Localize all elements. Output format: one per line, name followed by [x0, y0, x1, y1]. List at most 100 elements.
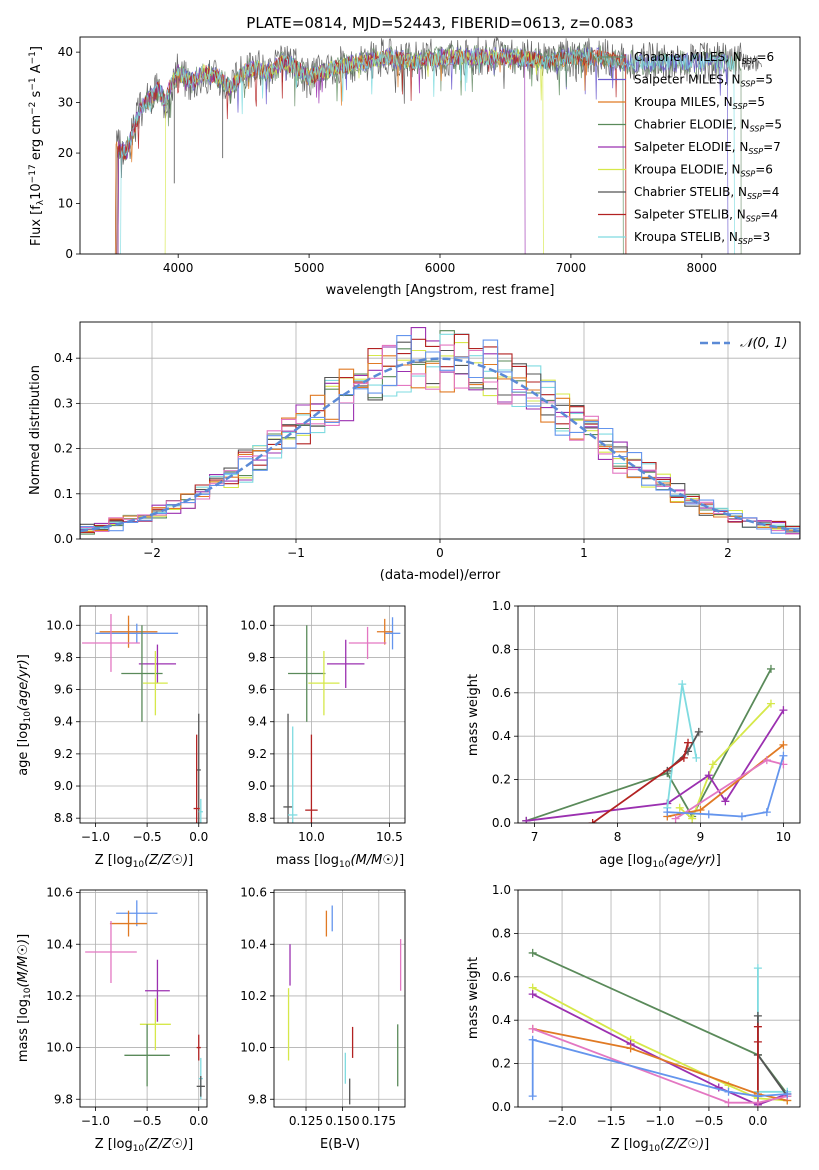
plot-area: [85, 900, 205, 1100]
plot-area: [283, 617, 401, 823]
axes-frame: [79, 321, 801, 540]
y-tick-label: 0.8: [492, 926, 511, 940]
axes-frame: [273, 605, 406, 824]
data-point: [626, 1044, 635, 1053]
data-point: [762, 756, 771, 765]
data-point: [684, 738, 693, 747]
x-tick-label: 10.5: [376, 830, 403, 844]
x-tick-label: 10: [776, 830, 791, 844]
y-tick-label: 0.8: [492, 642, 511, 656]
x-tick-label: 8000: [687, 261, 718, 275]
y-tick-label: 9.6: [54, 683, 73, 697]
y-tick-label: 8.8: [54, 811, 73, 825]
y-tick-label: 9.2: [54, 747, 73, 761]
error-bar-point-2: [82, 614, 140, 672]
y-tick-label: 10.6: [46, 886, 73, 900]
y-tick-label: 30: [58, 96, 73, 110]
y-tick-label: 8.8: [248, 811, 267, 825]
axes-mass-vs-Z: −1.0 −0.5 0.0 9.8 10.0 10.2 10.4 10.6: [46, 886, 208, 1128]
data-point: [779, 706, 788, 715]
x-tick-label: 4000: [163, 261, 194, 275]
data-point: [528, 1092, 537, 1101]
y-tick-label: 9.0: [248, 779, 267, 793]
axes-age-vs-Z: −1.0 −0.5 0.0 8.8 9.0 9.2 9.4 9.6 9.8 10.0: [46, 605, 208, 844]
data-point: [779, 740, 788, 749]
y-tick-label: 1.0: [492, 883, 511, 897]
y-tick-label: 0.3: [54, 396, 73, 410]
data-point: [762, 808, 771, 817]
y-tick-label: 10: [58, 197, 73, 211]
x-tick-label: −1.5: [596, 1114, 625, 1128]
error-bar-point-6: [283, 713, 293, 823]
data-point: [704, 810, 713, 819]
x-tick-label: −1.0: [81, 830, 110, 844]
data-point: [588, 819, 597, 823]
x-tick-label: −1: [287, 546, 305, 560]
axes-spectrum: 4000 5000 6000 7000 8000 0 10 20 30 40: [58, 36, 801, 275]
error-bar-point-0: [95, 623, 179, 643]
x-axis-label: (data-model)/error: [380, 568, 501, 583]
y-tick-label: 9.8: [54, 650, 73, 664]
data-point: [675, 803, 684, 812]
series-line-4: [757, 1015, 789, 1097]
legend-entry: Salpeter STELIB, NSSP=4: [634, 208, 778, 224]
data-point: [753, 964, 762, 973]
data-point: [714, 1083, 723, 1092]
x-axis-label: Z [log10(Z/Z☉)]: [611, 1137, 709, 1154]
data-point: [737, 812, 746, 821]
axes-frame: [517, 605, 801, 824]
y-tick-label: 0.2: [492, 1057, 511, 1071]
data-point: [766, 699, 775, 708]
legend-entry: Kroupa MILES, NSSP=5: [634, 95, 765, 111]
data-point: [678, 680, 687, 689]
data-point: [692, 753, 701, 762]
error-bar-point-3: [145, 959, 170, 1022]
y-tick-label: 9.4: [248, 715, 267, 729]
x-tick-label: −1.0: [81, 1114, 110, 1128]
y-tick-label: 0.2: [54, 442, 73, 456]
y-axis-label: Flux [fλ10−17 erg cm−2 s−1 A−1]: [28, 46, 46, 246]
y-tick-label: 0.6: [492, 686, 511, 700]
y-tick-label: 9.8: [248, 1092, 267, 1106]
x-tick-label: 10.0: [298, 830, 325, 844]
legend-entry: Chabrier MILES, NSSP=6: [634, 50, 774, 66]
y-tick-label: 0.2: [492, 773, 511, 787]
y-tick-label: 0.4: [492, 1013, 511, 1027]
error-bar-point-7: [305, 734, 318, 823]
y-tick-label: 9.4: [54, 715, 73, 729]
data-point: [694, 727, 703, 736]
x-tick-label: 1: [580, 546, 588, 560]
x-tick-label: 0.0: [748, 1114, 767, 1128]
y-tick-label: 9.2: [248, 747, 267, 761]
axes-frame: [273, 889, 406, 1108]
error-bar-point-8: [288, 726, 298, 823]
axes-mass-vs-E-B-V-: 0.125 0.150 0.175 9.8 10.0 10.2 10.4 10.6: [240, 886, 406, 1128]
x-tick-label: 0.175: [362, 1114, 396, 1128]
y-tick-label: 0.4: [492, 729, 511, 743]
error-bar-point-0: [384, 617, 401, 650]
x-tick-label: 0: [436, 546, 444, 560]
legend-entry: Kroupa ELODIE, NSSP=6: [634, 163, 773, 179]
data-point: [753, 1022, 762, 1031]
data-point: [528, 948, 537, 957]
y-axis-label: mass weight: [466, 957, 481, 1039]
error-bar-point-7: [193, 734, 200, 823]
y-tick-label: 9.8: [54, 1092, 73, 1106]
y-tick-label: 0.4: [54, 351, 73, 365]
error-bar-point-2: [85, 921, 137, 983]
y-tick-label: 0.1: [54, 487, 73, 501]
normal-curve: [80, 357, 800, 533]
error-bar-point-1: [376, 618, 393, 645]
data-point: [688, 814, 697, 823]
data-point: [721, 797, 730, 806]
data-point: [783, 1089, 792, 1098]
axes-frame: [517, 889, 801, 1108]
y-tick-label: 9.8: [248, 650, 267, 664]
data-point: [753, 1092, 762, 1101]
x-axis-label: Z [log10(Z/Z☉)]: [95, 1137, 193, 1154]
y-tick-label: 10.4: [46, 937, 73, 951]
axes-mass-weight-vs-age: 7 8 9 10 0.0 0.2 0.4 0.6 0.8 1.0: [492, 599, 801, 844]
error-bar-point-2: [348, 626, 387, 660]
axes-residual-histogram: −2 −1 0 1 2 0.0 0.1 0.2 0.3 0.4: [54, 321, 801, 560]
error-bar-point-8: [198, 798, 203, 823]
